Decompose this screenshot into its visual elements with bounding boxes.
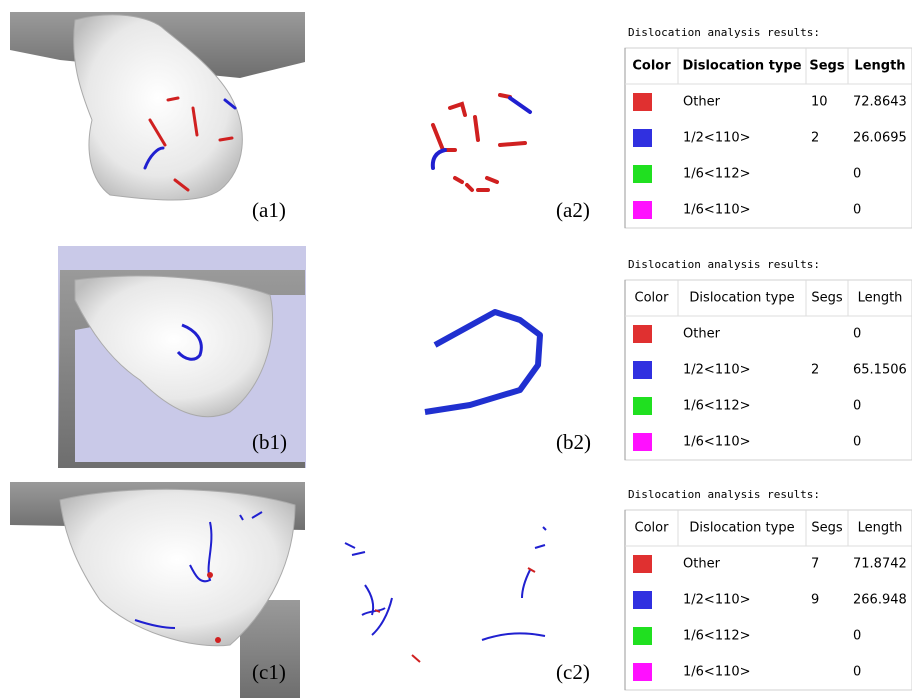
segs-cell: 9 <box>811 593 819 608</box>
column-header: Length <box>858 291 903 306</box>
dislocation-type: 1/6<112> <box>683 629 751 644</box>
column-header: Dislocation type <box>689 291 794 306</box>
color-swatch <box>633 165 652 183</box>
length-cell: 0 <box>853 435 861 450</box>
color-swatch <box>633 93 652 111</box>
column-header: Color <box>635 291 670 306</box>
dislocation-type: 1/6<112> <box>683 167 751 182</box>
dislocation-type: 1/6<110> <box>683 203 751 218</box>
color-swatch <box>633 397 652 415</box>
lines-a2 <box>433 95 530 190</box>
dislocation-type: 1/6<112> <box>683 399 751 414</box>
table-title: Dislocation analysis results: <box>628 26 820 39</box>
length-cell: 0 <box>853 665 861 680</box>
length-cell: 71.8742 <box>853 557 907 572</box>
segs-cell: 2 <box>811 131 819 146</box>
figure: (a1) (a2) Dislocation analysis results: Col… <box>0 0 912 698</box>
lines-b2 <box>425 312 540 412</box>
dislocation-type: 1/2<110> <box>683 593 751 608</box>
segs-cell: 7 <box>811 557 819 572</box>
color-swatch <box>633 433 652 451</box>
color-swatch <box>633 361 652 379</box>
render-label: (a1) <box>252 198 286 222</box>
figure-canvas: (a1) (a2) Dislocation analysis results: Col… <box>0 0 912 698</box>
dislocation-type: Other <box>683 557 721 572</box>
dislocation-type: Other <box>683 95 721 110</box>
column-header: Length <box>858 521 903 536</box>
lines-c2 <box>345 527 546 662</box>
color-swatch <box>633 591 652 609</box>
length-cell: 0 <box>853 629 861 644</box>
column-header: Segs <box>809 59 844 74</box>
length-cell: 0 <box>853 327 861 342</box>
length-cell: 266.948 <box>853 593 907 608</box>
color-swatch <box>633 663 652 681</box>
color-swatch <box>633 325 652 343</box>
length-cell: 72.8643 <box>853 95 907 110</box>
lines-label: (c2) <box>556 660 590 684</box>
length-cell: 0 <box>853 203 861 218</box>
dislocation-type: 1/6<110> <box>683 435 751 450</box>
dislocation-type: Other <box>683 327 721 342</box>
column-header: Dislocation type <box>682 59 801 74</box>
dislocation-type: 1/2<110> <box>683 131 751 146</box>
column-header: Length <box>854 59 905 74</box>
table-title: Dislocation analysis results: <box>628 488 820 501</box>
render-label: (b1) <box>252 430 287 454</box>
segs-cell: 10 <box>811 95 828 110</box>
segs-cell: 2 <box>811 363 819 378</box>
color-swatch <box>633 627 652 645</box>
column-header: Color <box>635 521 670 536</box>
dislocation-type: 1/2<110> <box>683 363 751 378</box>
lines-label: (a2) <box>556 198 590 222</box>
length-cell: 65.1506 <box>853 363 907 378</box>
color-swatch <box>633 129 652 147</box>
render-label: (c1) <box>252 660 286 684</box>
render-a1 <box>10 12 305 200</box>
length-cell: 0 <box>853 167 861 182</box>
color-swatch <box>633 201 652 219</box>
length-cell: 26.0695 <box>853 131 907 146</box>
column-header: Dislocation type <box>689 521 794 536</box>
column-header: Segs <box>811 521 843 536</box>
column-header: Segs <box>811 291 843 306</box>
dislocation-type: 1/6<110> <box>683 665 751 680</box>
length-cell: 0 <box>853 399 861 414</box>
table-title: Dislocation analysis results: <box>628 258 820 271</box>
column-header: Color <box>632 59 671 74</box>
lines-label: (b2) <box>556 430 591 454</box>
color-swatch <box>633 555 652 573</box>
